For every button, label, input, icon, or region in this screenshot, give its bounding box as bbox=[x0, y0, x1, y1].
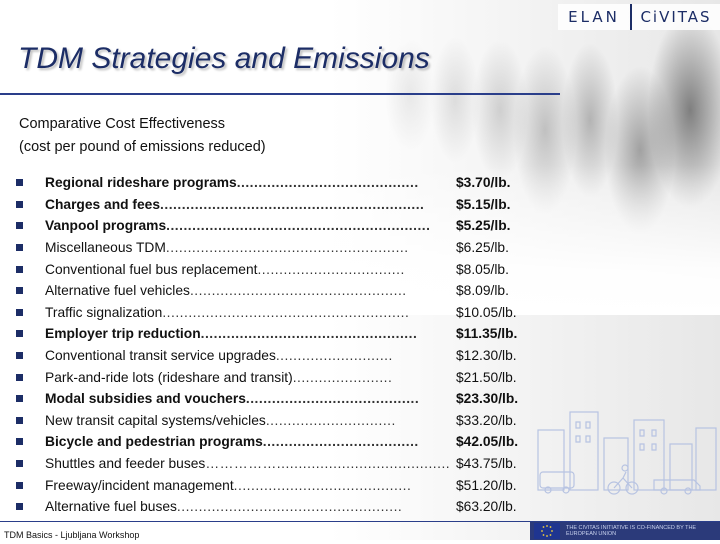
item-leader-dots: ........................................… bbox=[165, 240, 409, 256]
eu-cofinance-text: THE CIVITAS INITIATIVE IS CO-FINANCED BY… bbox=[566, 525, 697, 537]
square-bullet-icon bbox=[16, 179, 23, 187]
square-bullet-icon bbox=[16, 352, 23, 360]
item-leader-dots: ……………...................................… bbox=[205, 456, 450, 472]
square-bullet-icon bbox=[16, 503, 23, 511]
item-leader-dots: ........................................… bbox=[160, 196, 425, 212]
item-cost-value: $5.15/lb. bbox=[456, 196, 511, 212]
item-leader-dots: ........................................… bbox=[200, 326, 418, 342]
square-bullet-icon bbox=[16, 481, 23, 489]
item-leader-dots: ........................................… bbox=[166, 218, 431, 234]
item-label: Traffic signalization bbox=[45, 304, 163, 320]
item-leader-dots: ........................................… bbox=[189, 283, 407, 299]
cost-list-item: Employer trip reduction.................… bbox=[16, 323, 526, 345]
item-leader-dots: ....................... bbox=[292, 369, 393, 385]
cost-list-item: Charges and fees........................… bbox=[16, 194, 526, 216]
item-label: Miscellaneous TDM bbox=[45, 240, 166, 256]
item-label: Vanpool programs bbox=[45, 218, 167, 234]
item-cost-value: $51.20/lb. bbox=[456, 477, 517, 493]
item-cost-value: $21.50/lb. bbox=[456, 369, 517, 385]
item-leader-dots: ........................... bbox=[275, 348, 393, 364]
item-cost-value: $42.05/lb. bbox=[456, 434, 519, 450]
cost-list-item: Alternative fuel vehicles...............… bbox=[16, 280, 526, 302]
background-fade bbox=[0, 165, 720, 315]
square-bullet-icon bbox=[16, 222, 23, 230]
item-leader-dots: ........................................… bbox=[162, 304, 410, 320]
slide-title: TDM Strategies and Emissions bbox=[18, 42, 430, 75]
item-cost-value: $11.35/lb. bbox=[456, 326, 518, 342]
cost-list-item: Miscellaneous TDM.......................… bbox=[16, 237, 526, 259]
city-skyline-icon bbox=[537, 411, 717, 495]
item-label: New transit capital systems/vehicles bbox=[45, 412, 266, 428]
cost-list-item: Bicycle and pedestrian programs.........… bbox=[16, 431, 526, 453]
item-cost-value: $10.05/lb. bbox=[456, 304, 517, 320]
elan-logo: ELAN bbox=[558, 4, 630, 30]
item-cost-value: $12.30/lb. bbox=[456, 348, 517, 364]
cost-list-item: Freeway/incident management.............… bbox=[16, 474, 526, 496]
item-label: Employer trip reduction bbox=[45, 326, 201, 342]
item-cost-value: $23.30/lb. bbox=[456, 391, 519, 407]
item-label: Bicycle and pedestrian programs bbox=[45, 434, 263, 450]
square-bullet-icon bbox=[16, 330, 23, 338]
item-label: Freeway/incident management bbox=[45, 477, 234, 493]
item-label: Regional rideshare programs bbox=[45, 175, 237, 191]
item-cost-value: $8.05/lb. bbox=[456, 261, 509, 277]
item-cost-value: $3.70/lb. bbox=[456, 175, 511, 191]
square-bullet-icon bbox=[16, 438, 23, 446]
square-bullet-icon bbox=[16, 416, 23, 424]
logo-divider bbox=[630, 4, 632, 30]
square-bullet-icon bbox=[16, 373, 23, 381]
square-bullet-icon bbox=[16, 265, 23, 273]
item-cost-value: $33.20/lb. bbox=[456, 412, 517, 428]
square-bullet-icon bbox=[16, 395, 23, 403]
square-bullet-icon bbox=[16, 460, 23, 468]
item-cost-value: $8.09/lb. bbox=[456, 283, 509, 299]
cost-list-item: Park-and-ride lots (rideshare and transi… bbox=[16, 366, 526, 388]
square-bullet-icon bbox=[16, 244, 23, 252]
cost-list-item: Vanpool programs........................… bbox=[16, 215, 526, 237]
cost-effectiveness-list: Regional rideshare programs.............… bbox=[16, 172, 526, 518]
cost-list-item: Shuttles and feeder buses……………..........… bbox=[16, 453, 526, 475]
slide-subtitle-note: (cost per pound of emissions reduced) bbox=[19, 139, 266, 155]
item-cost-value: $43.75/lb. bbox=[456, 456, 517, 472]
item-leader-dots: ........................................ bbox=[245, 391, 420, 407]
square-bullet-icon bbox=[16, 200, 23, 208]
item-label: Shuttles and feeder buses bbox=[45, 456, 206, 472]
title-divider bbox=[0, 93, 560, 95]
item-leader-dots: ........................................… bbox=[236, 175, 419, 191]
civitas-logo: CiVITAS bbox=[632, 4, 720, 30]
cost-list-item: New transit capital systems/vehicles....… bbox=[16, 410, 526, 432]
item-cost-value: $6.25/lb. bbox=[456, 240, 509, 256]
item-label: Conventional transit service upgrades bbox=[45, 348, 276, 364]
item-label: Alternative fuel buses bbox=[45, 499, 177, 515]
footer-band: THE CIVITAS INITIATIVE IS CO-FINANCED BY… bbox=[530, 522, 720, 540]
item-leader-dots: ........................................… bbox=[176, 499, 403, 515]
cost-list-item: Modal subsidies and vouchers............… bbox=[16, 388, 526, 410]
cost-list-item: Regional rideshare programs.............… bbox=[16, 172, 526, 194]
item-leader-dots: .................................. bbox=[257, 261, 405, 277]
item-label: Charges and fees bbox=[45, 196, 161, 212]
logo-bar: ELAN CiVITAS bbox=[558, 4, 720, 30]
item-leader-dots: .............................. bbox=[265, 412, 396, 428]
item-cost-value: $5.25/lb. bbox=[456, 218, 511, 234]
item-label: Conventional fuel bus replacement bbox=[45, 261, 258, 277]
item-cost-value: $63.20/lb. bbox=[456, 499, 517, 515]
cost-list-item: Conventional fuel bus replacement.......… bbox=[16, 258, 526, 280]
item-leader-dots: ........................................… bbox=[233, 477, 412, 493]
cost-list-item: Alternative fuel buses..................… bbox=[16, 496, 526, 518]
square-bullet-icon bbox=[16, 287, 23, 295]
item-leader-dots: .................................... bbox=[262, 434, 419, 450]
slide-subtitle: Comparative Cost Effectiveness bbox=[19, 116, 226, 132]
item-label: Alternative fuel vehicles bbox=[45, 283, 190, 299]
cost-list-item: Traffic signalization...................… bbox=[16, 302, 526, 324]
cost-list-item: Conventional transit service upgrades...… bbox=[16, 345, 526, 367]
square-bullet-icon bbox=[16, 308, 23, 316]
footer-caption: TDM Basics - Ljubljana Workshop bbox=[4, 530, 140, 540]
item-label: Modal subsidies and vouchers bbox=[45, 391, 246, 407]
item-label: Park-and-ride lots (rideshare and transi… bbox=[45, 369, 293, 385]
eu-flag-icon bbox=[534, 523, 560, 539]
footer-divider bbox=[0, 521, 720, 522]
